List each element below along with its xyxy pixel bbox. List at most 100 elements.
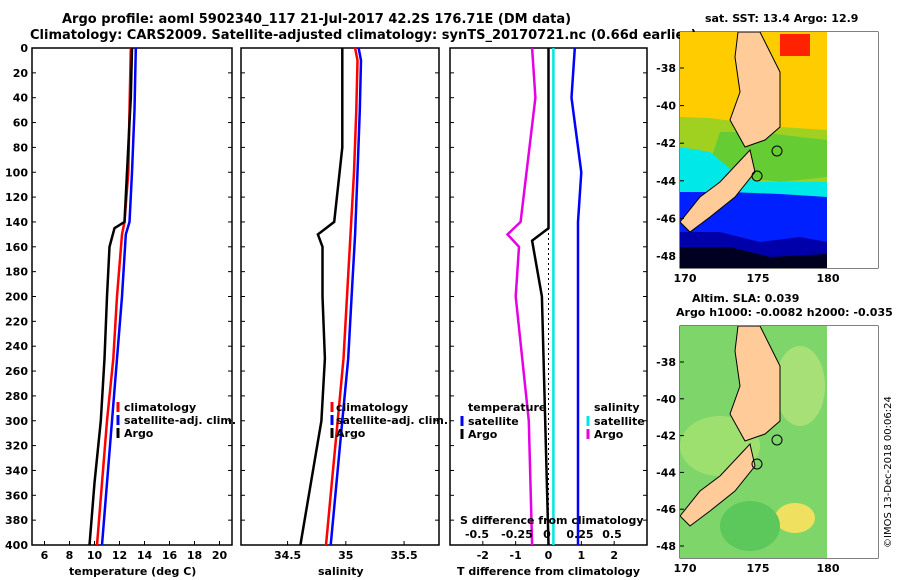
legend-temp-climatology: climatology	[124, 401, 196, 414]
depth-tick-label: 180	[5, 266, 28, 279]
sla-north-island	[729, 325, 781, 442]
salinity-panel	[240, 47, 440, 546]
sla-map-title-2: Argo h1000: -0.0082 h2000: -0.035	[676, 306, 893, 319]
s-diff-tick-label: 0.5	[602, 528, 622, 541]
series-argo	[88, 47, 134, 546]
depth-tick-label: 220	[5, 315, 28, 328]
legend-title-temperature: temperature	[468, 401, 546, 414]
sla-marker-2	[751, 458, 763, 470]
x-tick-label: 2	[610, 549, 618, 562]
lat-tick-label: -40	[656, 100, 676, 113]
depth-tick-label: 400	[5, 539, 28, 552]
lon-tick-label: 175	[747, 272, 770, 285]
title-line-1: Argo profile: aoml 5902340_117 21-Jul-20…	[62, 12, 572, 27]
x-tick-label: 10	[87, 549, 103, 562]
sst-argo-marker	[771, 145, 783, 157]
lat-tick-label: -46	[656, 212, 676, 225]
sst-north-island	[729, 31, 781, 148]
xlabel-salinity: salinity	[318, 565, 364, 578]
depth-tick-label: 200	[5, 291, 28, 304]
lat-tick-label: -46	[656, 503, 676, 516]
x-tick-label: 18	[187, 549, 202, 562]
depth-tick-label: 300	[5, 415, 28, 428]
imos-stamp: ©IMOS 13-Dec-2018 00:06:24	[883, 396, 894, 548]
depth-tick-label: 40	[13, 92, 29, 105]
legend-diff-t-argo: Argo	[468, 428, 498, 441]
depth-tick-label: 320	[5, 440, 28, 453]
series-s-argo	[505, 47, 537, 546]
legend-diff-s-satellite: satellite	[594, 415, 645, 428]
lat-tick-label: -42	[656, 430, 676, 443]
x-tick-label: 0	[545, 549, 553, 562]
sla-map-title-1: Altim. SLA: 0.039	[692, 292, 799, 305]
lon-tick-label: 170	[674, 562, 697, 575]
title-line-2: Climatology: CARS2009. Satellite-adjuste…	[30, 28, 697, 43]
depth-tick-label: 80	[13, 141, 29, 154]
depth-tick-label: 280	[5, 390, 28, 403]
x-tick-label: 1	[578, 549, 586, 562]
series-t-argo	[530, 48, 550, 546]
legend-sal-climatology: climatology	[336, 401, 408, 414]
series-climatology	[324, 47, 359, 546]
depth-tick-label: 360	[5, 489, 28, 502]
series-t-satellite	[570, 47, 583, 545]
sla-south-island	[679, 442, 756, 527]
x-tick-label: 8	[66, 549, 74, 562]
lat-tick-label: -40	[656, 393, 676, 406]
depth-tick-label: 0	[20, 42, 28, 55]
depth-tick-label: 60	[13, 117, 29, 130]
x-tick-label: 14	[137, 549, 153, 562]
s-diff-tick-label: 0.25	[566, 528, 593, 541]
x-tick-label: 35.5	[390, 549, 417, 562]
xlabel-difference: T difference from climatology	[457, 565, 640, 578]
x-tick-label: 35	[338, 549, 353, 562]
s-diff-tick-label: 0	[543, 528, 551, 541]
lat-tick-label: -44	[656, 175, 676, 188]
depth-tick-label: 140	[5, 216, 28, 229]
lon-tick-label: 180	[817, 562, 840, 575]
depth-tick-label: 100	[5, 166, 28, 179]
legend-temp-satellite: satellite-adj. clim.	[124, 414, 236, 427]
lon-tick-label: 180	[817, 272, 840, 285]
sla-argo-marker	[771, 434, 783, 446]
sst-marker-2	[751, 170, 763, 182]
legend-title-salinity: salinity	[594, 401, 640, 414]
sst-south-island	[679, 148, 756, 233]
depth-tick-label: 380	[5, 514, 28, 527]
x-tick-label: 6	[41, 549, 49, 562]
depth-tick-label: 340	[5, 464, 28, 477]
depth-tick-label: 120	[5, 191, 28, 204]
legend-temp-argo: Argo	[124, 427, 154, 440]
x-tick-label: 12	[112, 549, 127, 562]
depth-tick-label: 240	[5, 340, 28, 353]
xlabel-temperature: temperature (deg C)	[69, 565, 196, 578]
series-argo	[299, 48, 344, 546]
x-tick-label: -1	[510, 549, 522, 562]
series-satellite-adj-clim-	[100, 47, 138, 546]
lon-tick-label: 170	[674, 272, 697, 285]
depth-tick-label: 20	[13, 67, 29, 80]
s-diff-tick-label: -0.25	[501, 528, 533, 541]
depth-tick-label: 260	[5, 365, 28, 378]
lat-tick-label: -44	[656, 466, 676, 479]
legend-diff-t-satellite: satellite	[468, 415, 519, 428]
sla-map	[679, 325, 879, 559]
x-tick-label: 20	[212, 549, 228, 562]
depth-tick-label: 160	[5, 241, 28, 254]
series-satellite-adj-clim-	[329, 47, 363, 546]
s-diff-tick-label: -0.5	[465, 528, 489, 541]
legend-diff-s-argo: Argo	[594, 428, 624, 441]
lon-tick-label: 175	[747, 562, 770, 575]
lat-tick-label: -42	[656, 137, 676, 150]
sst-map-title: sat. SST: 13.4 Argo: 12.9	[705, 12, 858, 25]
lat-tick-label: -38	[656, 356, 676, 369]
lat-tick-label: -48	[656, 540, 676, 553]
legend-sal-satellite: satellite-adj. clim.	[336, 414, 448, 427]
x-tick-label: 34.5	[274, 549, 301, 562]
lat-tick-label: -38	[656, 62, 676, 75]
legend-sal-argo: Argo	[336, 427, 366, 440]
x-tick-label: 16	[162, 549, 178, 562]
lat-tick-label: -48	[656, 250, 676, 263]
x-tick-label: -2	[477, 549, 489, 562]
